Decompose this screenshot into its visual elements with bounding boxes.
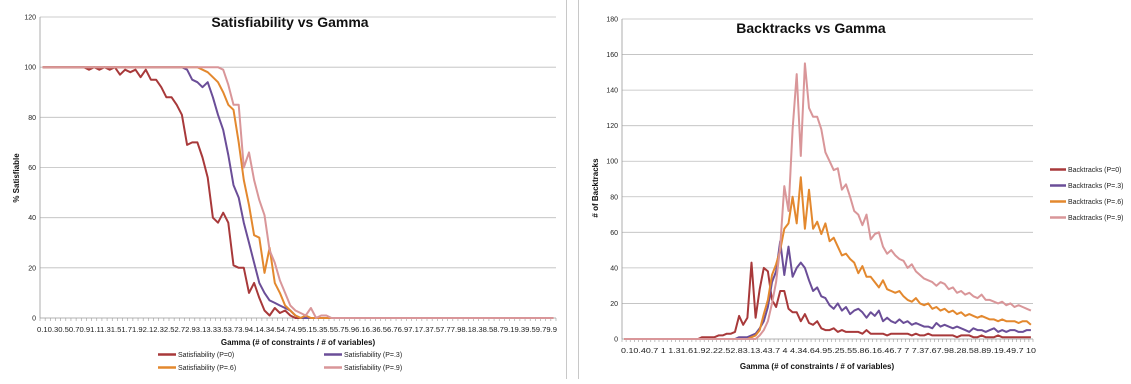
y-tick-label: 80 (610, 194, 618, 201)
legend-label: Satisfiability (P=0) (178, 352, 234, 359)
legend-label: Backtracks (P=0) (1068, 167, 1122, 174)
legend-label: Satisfiability (P=.6) (178, 365, 236, 372)
y-tick-label: 60 (610, 230, 618, 237)
y-tick-label: 80 (28, 115, 36, 122)
series-line-3 (42, 66, 554, 319)
satisfiability-chart-panel: 0 20 40 60 80 100 120 Satisfiability vs Gamma … (0, 0, 567, 379)
y-tick-label: 120 (606, 123, 618, 130)
legend-label: Satisfiability (P=.3) (344, 352, 402, 359)
y-tick-label: 20 (28, 265, 36, 272)
y-tick-label: 0 (614, 337, 618, 344)
x-axis-label: Gamma (# of constraints / # of variables… (221, 338, 376, 347)
y-tick-label: 60 (28, 165, 36, 172)
series-line-2 (624, 240, 1031, 340)
backtracks-chart: 0 20 40 60 80 100 120 140 160 180 Backtracks vs G… (591, 17, 1123, 372)
y-axis-label: # of Backtracks (591, 158, 600, 218)
y-tick-label: 20 (610, 301, 618, 308)
series-line-4 (42, 66, 554, 319)
series-line-2 (42, 66, 554, 319)
legend-label: Backtracks (P=.9) (1068, 215, 1123, 222)
x-tick-labels: 0.10.40.7 1 1.31.61.92.22.52.83.13.43.7 … (621, 348, 1036, 355)
y-tick-label: 0 (32, 316, 36, 323)
y-tick-label: 140 (606, 88, 618, 95)
legend-label: Backtracks (P=.6) (1068, 199, 1123, 206)
y-axis-label: % Satisfiable (12, 153, 21, 203)
y-tick-label: 160 (606, 52, 618, 59)
x-axis-label: Gamma (# of constraints / # of variables… (740, 362, 895, 371)
y-tick-label: 120 (24, 15, 36, 22)
series-line-1 (42, 66, 554, 319)
series-line-3 (624, 176, 1032, 340)
chart-title: Backtracks vs Gamma (736, 20, 886, 36)
chart-title: Satisfiability vs Gamma (211, 14, 368, 30)
series-line-4 (624, 62, 1032, 340)
y-tick-label: 100 (24, 65, 36, 72)
backtracks-chart-panel: 0 20 40 60 80 100 120 140 160 180 Backtracks vs G… (578, 0, 1131, 379)
y-tick-label: 100 (606, 159, 618, 166)
y-tick-label: 40 (610, 265, 618, 272)
y-tick-label: 40 (28, 215, 36, 222)
y-tick-label: 180 (606, 17, 618, 24)
legend-label: Satisfiability (P=.9) (344, 365, 402, 372)
x-tick-labels: 0.10.30.50.70.91.11.31.51.71.92.12.32.52… (37, 327, 557, 334)
legend-label: Backtracks (P=.3) (1068, 183, 1123, 190)
